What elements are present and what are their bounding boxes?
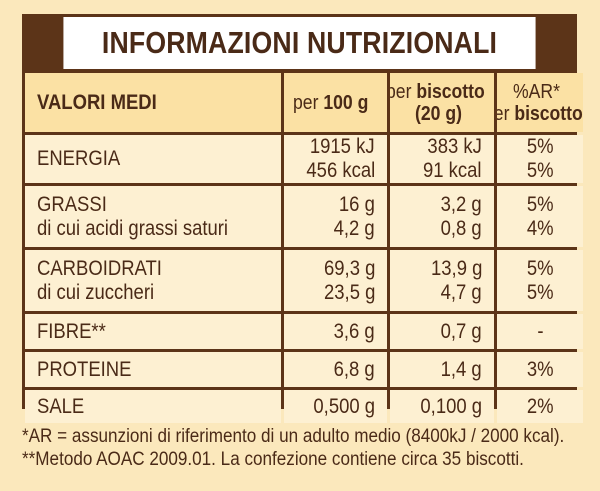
value-per-100g: 0,500 g xyxy=(313,394,375,418)
value-per-biscotto: 383 kJ xyxy=(427,135,482,158)
value-per-biscotto-cell: 383 kJ 91 kcal xyxy=(390,135,494,183)
nutrient-label-cell: SALE xyxy=(25,390,281,423)
nutrient-label-cell: ENERGIA xyxy=(25,135,281,183)
header-ar-prefix: per xyxy=(497,102,510,125)
footnote-method: **Metodo AOAC 2009.01. La confezione con… xyxy=(22,449,524,470)
value-ar-cell: 5% 5% xyxy=(497,135,583,183)
nutrient-label-cell: CARBOIDRATI di cui zuccheri xyxy=(25,250,281,311)
nutrient-label-cell: FIBRE** xyxy=(25,314,281,349)
nutrient-label-cell: GRASSI di cui acidi grassi saturi xyxy=(25,186,281,247)
value-per-100g-cell: 1915 kJ 456 kcal xyxy=(284,135,387,183)
nutrient-label: SALE xyxy=(37,394,85,418)
value-per-100g: 1915 kJ xyxy=(310,135,375,158)
value-ar: 5% xyxy=(526,256,554,280)
value-ar: 5% xyxy=(526,280,554,304)
value-per-biscotto-cell: 13,9 g 4,7 g xyxy=(390,250,494,311)
value-per-biscotto-cell: 1,4 g xyxy=(390,352,494,387)
nutrient-label: PROTEINE xyxy=(37,357,132,381)
value-per-100g-cell: 16 g 4,2 g xyxy=(284,186,387,247)
value-per-biscotto-cell: 3,2 g 0,8 g xyxy=(390,186,494,247)
value-per-biscotto: 0,8 g xyxy=(440,216,482,240)
nutrient-label: CARBOIDRATI xyxy=(37,256,162,280)
value-per-biscotto-cell: 0,7 g xyxy=(390,314,494,349)
value-ar: 2% xyxy=(526,394,554,418)
nutrient-label: di cui zuccheri xyxy=(37,280,155,304)
table-title: INFORMAZIONI NUTRIZIONALI xyxy=(63,17,536,69)
value-ar: - xyxy=(536,319,544,343)
value-per-100g: 3,6 g xyxy=(333,319,375,343)
header-per-biscotto: per biscotto (20 g) xyxy=(390,73,494,132)
header-per-100g: per 100 g xyxy=(284,73,387,132)
footnotes: *AR = assunzioni di riferimento di un ad… xyxy=(22,425,592,471)
value-per-biscotto: 1,4 g xyxy=(440,357,482,381)
header-ar-bold: biscotto xyxy=(514,102,583,125)
value-ar-cell: 2% xyxy=(497,390,583,423)
value-per-biscotto: 13,9 g xyxy=(430,256,482,280)
header-per-biscotto-bold: biscotto xyxy=(416,80,485,103)
value-per-100g-cell: 0,500 g xyxy=(284,390,387,423)
value-per-biscotto: 91 kcal xyxy=(423,159,482,182)
value-per-100g: 456 kcal xyxy=(306,159,375,182)
header-per-biscotto-prefix: per xyxy=(390,80,412,103)
value-per-biscotto: 4,7 g xyxy=(440,280,482,304)
value-ar: 3% xyxy=(526,357,554,381)
header-per-100g-prefix: per xyxy=(292,91,324,114)
nutrient-label: ENERGIA xyxy=(37,147,121,170)
value-ar-cell: 3% xyxy=(497,352,583,387)
value-per-100g: 69,3 g xyxy=(323,256,375,280)
nutrition-table: VALORI MEDI per 100 g per biscotto (20 g… xyxy=(25,73,583,423)
value-per-biscotto-cell: 0,100 g xyxy=(390,390,494,423)
value-ar: 5% xyxy=(526,159,554,182)
header-per-biscotto-weight: (20 g) xyxy=(415,102,463,125)
value-ar-cell: 5% 5% xyxy=(497,250,583,311)
value-per-100g-cell: 69,3 g 23,5 g xyxy=(284,250,387,311)
nutrient-label: FIBRE** xyxy=(37,319,106,343)
header-valori-medi: VALORI MEDI xyxy=(25,73,281,132)
header-per-100g-bold: 100 g xyxy=(323,91,369,114)
value-ar-cell: 5% 4% xyxy=(497,186,583,247)
value-per-100g-cell: 6,8 g xyxy=(284,352,387,387)
value-per-biscotto: 0,7 g xyxy=(440,319,482,343)
nutrient-label: di cui acidi grassi saturi xyxy=(37,216,229,240)
value-per-100g: 6,8 g xyxy=(333,357,375,381)
value-ar: 5% xyxy=(526,192,554,216)
header-ar: %AR* per biscotto xyxy=(497,73,583,132)
value-per-biscotto: 0,100 g xyxy=(420,394,482,418)
value-per-biscotto: 3,2 g xyxy=(440,192,482,216)
footnote-ar: *AR = assunzioni di riferimento di un ad… xyxy=(22,426,565,447)
value-ar: 4% xyxy=(526,216,554,240)
value-ar-cell: - xyxy=(497,314,583,349)
value-per-100g: 4,2 g xyxy=(333,216,375,240)
header-ar-label: %AR* xyxy=(513,80,561,103)
nutrient-label: GRASSI xyxy=(37,192,107,216)
value-per-100g: 16 g xyxy=(339,192,375,216)
nutrient-label-cell: PROTEINE xyxy=(25,352,281,387)
value-ar: 5% xyxy=(526,135,554,158)
value-per-100g: 23,5 g xyxy=(323,280,375,304)
value-per-100g-cell: 3,6 g xyxy=(284,314,387,349)
